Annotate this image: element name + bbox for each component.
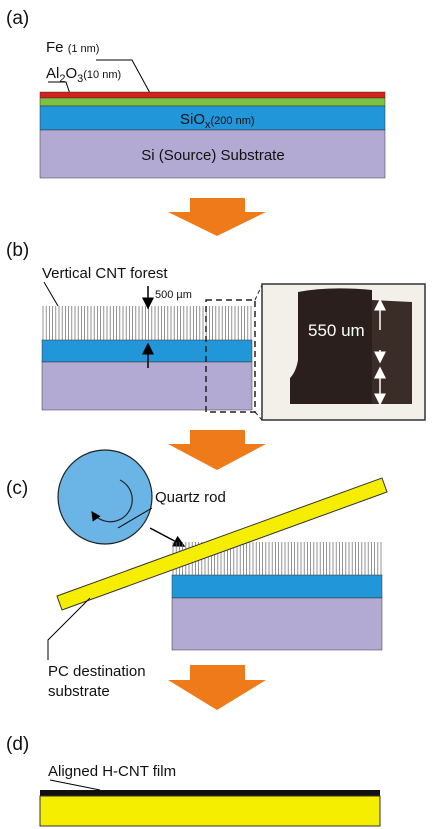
panel-label: (b) (6, 240, 29, 261)
sio-layer (172, 575, 382, 598)
leader (50, 780, 100, 790)
panel-label: (c) (6, 478, 28, 499)
photo-forest (290, 288, 372, 404)
fe: Fe (46, 39, 64, 56)
step-arrow (168, 665, 266, 710)
leader (44, 282, 58, 306)
height-label: 500 µm (155, 289, 192, 301)
thickness: (10 nm) (83, 69, 121, 81)
step-arrow (168, 430, 266, 470)
step-arrow (168, 198, 266, 236)
al2o3-layer (40, 98, 385, 106)
substrate-label: PC destination (48, 663, 146, 680)
cnt-film (40, 790, 380, 796)
layer-label: Fe (1 nm) (46, 39, 99, 56)
zoom-line (255, 285, 262, 300)
rod-label: Quartz rod (155, 489, 226, 506)
o: O (65, 65, 77, 82)
si-layer (172, 598, 382, 650)
panel-label: (d) (6, 734, 29, 755)
panel-label: (a) (6, 8, 29, 29)
film-label: Aligned H-CNT film (48, 763, 176, 780)
layer-label: Si (Source) Substrate (141, 147, 284, 164)
sio: SiO (180, 111, 205, 128)
al: Al (46, 65, 59, 82)
substrate-label: substrate (48, 683, 110, 700)
sio-layer (42, 340, 252, 362)
si-layer (42, 362, 252, 410)
thickness: (1 nm) (68, 43, 100, 55)
thickness: (200 nm) (211, 115, 255, 127)
quartz-rod (58, 450, 152, 544)
photo-forest (372, 300, 412, 404)
zoom-line (255, 412, 262, 420)
diagram: (a) Fe (1 nm) Al2O3(10 nm) SiOx(200 nm) … (0, 0, 437, 829)
pc-substrate (40, 796, 380, 826)
inset-label: 550 um (308, 321, 365, 340)
arrow (150, 528, 184, 546)
cnt-forest (43, 306, 251, 340)
forest-label: Vertical CNT forest (42, 265, 168, 282)
fe-layer (40, 92, 385, 98)
